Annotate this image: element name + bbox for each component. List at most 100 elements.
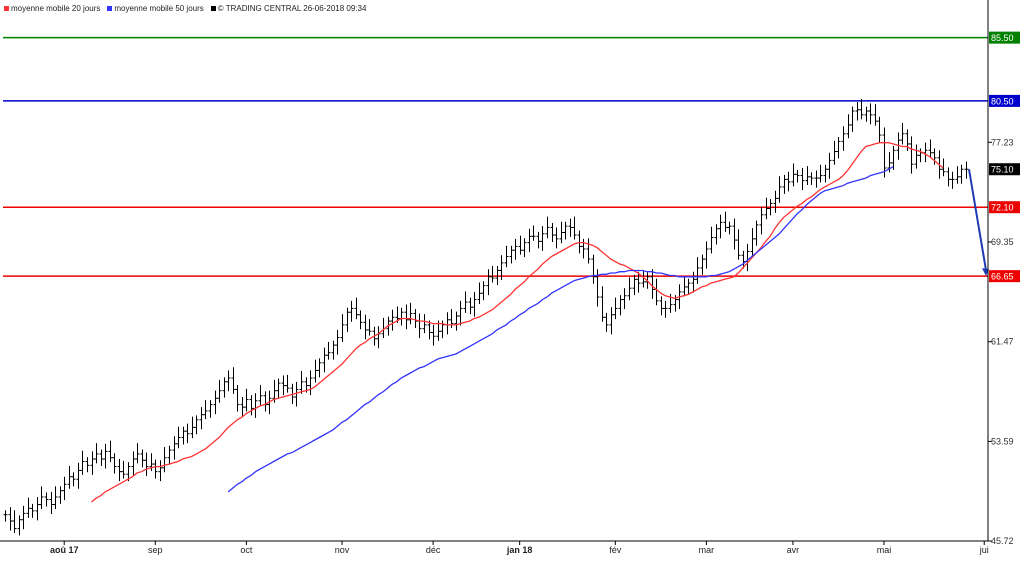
ohlc-bar <box>468 297 473 315</box>
ohlc-bar <box>458 300 463 326</box>
ohlc-bar <box>331 340 336 360</box>
ohlc-bar <box>490 266 495 283</box>
ohlc-bar <box>504 245 509 268</box>
ohlc-bar <box>855 102 860 121</box>
ohlc-bar <box>317 358 322 378</box>
ohlc-bar <box>294 381 299 407</box>
ohlc-bar <box>604 312 609 332</box>
ohlc-bar <box>17 515 22 536</box>
ohlc-bar <box>513 238 518 260</box>
ohlc-bar <box>695 257 700 284</box>
ohlc-bar <box>882 127 887 178</box>
ohlc-bar <box>445 312 450 335</box>
ohlc-bar <box>354 297 359 320</box>
ohlc-bar <box>249 395 254 416</box>
legend-item-ma20: moyenne mobile 20 jours <box>4 4 100 13</box>
ohlc-bar <box>891 145 896 170</box>
price-tag-80.50-bg <box>989 94 1020 107</box>
ohlc-bar <box>349 300 354 322</box>
ohlc-bar <box>390 309 395 331</box>
ohlc-bar <box>700 254 705 275</box>
last-price-tag: 75.10 <box>991 165 1014 175</box>
x-tick-label: jui <box>979 545 989 555</box>
ohlc-bar <box>144 452 149 477</box>
ohlc-bar <box>923 142 928 163</box>
ohlc-bar <box>909 136 914 174</box>
ohlc-bar <box>836 136 841 159</box>
ohlc-bar <box>477 282 482 304</box>
price-tag-80.50: 80.50 <box>991 96 1014 106</box>
ohlc-bar <box>959 164 964 184</box>
price-tag-66.65-bg <box>989 270 1020 283</box>
ohlc-bar <box>691 271 696 293</box>
ohlc-bar <box>153 459 158 479</box>
ohlc-bar <box>622 288 627 310</box>
ohlc-bar <box>877 116 882 143</box>
ohlc-bar <box>873 104 878 126</box>
ohlc-bar <box>627 277 632 301</box>
ohlc-bar <box>240 397 245 417</box>
ohlc-bar <box>850 106 855 132</box>
ohlc-bar <box>745 243 750 272</box>
ohlc-bar <box>928 139 933 158</box>
y-tick-label: 45.72 <box>991 536 1014 546</box>
ohlc-bar <box>203 400 208 420</box>
projection-arrow-line <box>968 169 987 271</box>
ohlc-bar <box>682 276 687 297</box>
ohlc-bar <box>399 307 404 326</box>
ohlc-bar <box>103 443 108 469</box>
ohlc-bar <box>481 281 486 301</box>
ohlc-bar <box>258 384 263 406</box>
ohlc-bar <box>559 221 564 244</box>
ohlc-bar <box>222 377 227 398</box>
chart-legend: moyenne mobile 20 jours moyenne mobile 5… <box>4 4 370 13</box>
ohlc-bar <box>618 295 623 316</box>
ohlc-bar <box>732 218 737 250</box>
ohlc-bar <box>800 167 805 191</box>
ohlc-bar <box>431 324 436 346</box>
ohlc-bar <box>736 229 741 260</box>
ohlc-bar <box>335 329 340 355</box>
ohlc-bar <box>714 224 719 245</box>
ohlc-bar <box>281 375 286 396</box>
ohlc-bar <box>404 304 409 330</box>
ohlc-bar <box>545 216 550 239</box>
ohlc-bar <box>454 311 459 331</box>
ohlc-bar <box>162 446 167 473</box>
ohlc-bar <box>112 453 117 474</box>
ohlc-bar <box>313 359 318 383</box>
ma20-line <box>91 142 944 503</box>
ohlc-bar <box>704 241 709 269</box>
ohlc-bar <box>363 314 368 340</box>
ohlc-bar <box>126 462 131 482</box>
ohlc-bar <box>167 445 172 465</box>
ohlc-bar <box>759 207 764 235</box>
ohlc-bar <box>299 371 304 394</box>
ohlc-bar <box>158 460 163 482</box>
ohlc-bar <box>408 302 413 325</box>
ohlc-bar <box>773 190 778 213</box>
y-tick-label: 69.35 <box>991 237 1014 247</box>
x-tick-label: oct <box>240 545 253 555</box>
ohlc-bar <box>846 114 851 139</box>
ohlc-bar <box>955 166 960 184</box>
ohlc-bar <box>244 388 249 412</box>
ohlc-bar <box>946 167 951 187</box>
ohlc-bar <box>868 103 873 125</box>
ohlc-bar <box>376 326 381 349</box>
ohlc-bar <box>509 245 514 264</box>
ohlc-bar <box>326 341 331 360</box>
ohlc-bar <box>964 161 969 179</box>
ohlc-bar <box>76 462 81 489</box>
ohlc-bar <box>21 505 26 530</box>
ohlc-bar <box>786 171 791 192</box>
ohlc-bar <box>367 319 372 336</box>
ohlc-bar <box>413 309 418 329</box>
ohlc-bar <box>194 415 199 435</box>
ohlc-bar <box>718 214 723 239</box>
ohlc-bar <box>518 235 523 255</box>
ohlc-bar <box>94 443 99 464</box>
ohlc-bar <box>805 166 810 186</box>
ohlc-bar <box>3 510 8 522</box>
ohlc-bar <box>918 148 923 163</box>
